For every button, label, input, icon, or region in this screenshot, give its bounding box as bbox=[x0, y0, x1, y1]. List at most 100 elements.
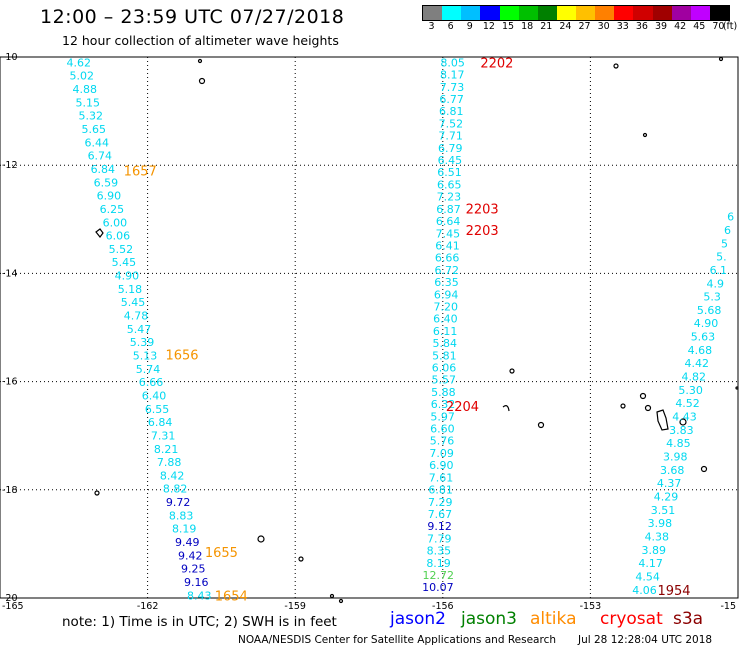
wave-height-label: 4.9 bbox=[706, 277, 724, 290]
wave-height-label: 9.25 bbox=[181, 563, 206, 576]
legend-swatch bbox=[461, 6, 481, 20]
longitude-tick-label: -153 bbox=[580, 601, 602, 612]
wave-height-label: 5.45 bbox=[121, 296, 146, 309]
island-shape bbox=[700, 465, 708, 473]
map-tick-labels: -165 -162 -159 -156 -153 -15 -10 -12 -14 -16 -18 -2… bbox=[2, 52, 736, 612]
wave-height-label: 6.90 bbox=[97, 190, 122, 203]
wave-height-label: 3.98 bbox=[648, 517, 673, 530]
island-outlines bbox=[94, 56, 739, 604]
wave-height-label: 6.00 bbox=[103, 216, 128, 229]
legend-swatch bbox=[690, 6, 710, 20]
wave-height-label: 3.89 bbox=[641, 544, 666, 557]
wave-height-label: 5.88 bbox=[431, 386, 456, 399]
wave-height-label: 4.54 bbox=[635, 571, 660, 584]
wave-height-label: 7.29 bbox=[428, 496, 453, 509]
wave-height-label: 5.68 bbox=[697, 304, 722, 317]
island-shape bbox=[718, 56, 724, 62]
wave-height-label: 7.09 bbox=[429, 447, 454, 460]
wave-height-label: 6.06 bbox=[432, 362, 457, 375]
track-b: 8.058.177.736.776.817.527.716.796.456.51… bbox=[422, 56, 465, 594]
wave-height-label: 9.49 bbox=[175, 536, 200, 549]
pass-time-label: 2204 bbox=[446, 400, 479, 415]
latitude-tick-label: -10 bbox=[2, 52, 18, 63]
longitude-tick-label: -159 bbox=[284, 601, 306, 612]
wave-height-label: 6.74 bbox=[88, 150, 113, 163]
wave-height-label: 4.38 bbox=[645, 531, 670, 544]
island-shape bbox=[679, 418, 687, 426]
island-shape bbox=[613, 63, 619, 69]
wave-height-label: 6.90 bbox=[429, 459, 454, 472]
wave-height-label: 7.67 bbox=[428, 508, 453, 521]
wave-height-label: 9.16 bbox=[184, 576, 209, 589]
wave-height-label: 6.84 bbox=[148, 416, 173, 429]
legend-label: 39 bbox=[655, 21, 668, 32]
wave-height-label: 7.61 bbox=[429, 471, 454, 484]
island-shape bbox=[338, 598, 344, 604]
island-shape bbox=[198, 77, 206, 85]
pass-time-label: 2202 bbox=[480, 56, 513, 71]
island-shape bbox=[509, 368, 515, 374]
wave-height-label: 5.45 bbox=[112, 256, 137, 269]
wave-height-label: 4.52 bbox=[675, 397, 700, 410]
wave-height-label: 5.02 bbox=[69, 70, 94, 83]
wave-height-label: 6.51 bbox=[437, 166, 462, 179]
satellite-label-jason3: jason3 bbox=[461, 609, 517, 629]
wave-height-label: 5.52 bbox=[109, 243, 134, 256]
chart-title: 12:00 – 23:59 UTC 07/27/2018 bbox=[40, 6, 345, 28]
legend-swatch bbox=[671, 6, 691, 20]
longitude-tick-label: -165 bbox=[2, 601, 24, 612]
wave-height-label: 4.82 bbox=[681, 371, 706, 384]
legend-label: 70 bbox=[712, 21, 725, 32]
wave-height-label: 7.73 bbox=[440, 81, 465, 94]
wave-height-label: 5.74 bbox=[136, 363, 161, 376]
wave-height-label: 7.31 bbox=[151, 429, 176, 442]
wave-height-label: 5.39 bbox=[130, 336, 155, 349]
wave-height-label: 6.66 bbox=[435, 252, 460, 265]
latitude-tick-label: -14 bbox=[2, 268, 18, 279]
wave-height-label: 6.81 bbox=[439, 105, 464, 118]
wave-height-label: 7.71 bbox=[438, 130, 463, 143]
wave-height-label: 4.88 bbox=[72, 83, 97, 96]
island-shape bbox=[537, 421, 545, 429]
pass-time-labels: 1657 1656 1655 1654 2202 2203 2203 2204 1954 bbox=[124, 56, 691, 604]
island-shape bbox=[257, 535, 265, 543]
wave-height-label: 5.97 bbox=[430, 410, 455, 423]
wave-height-label: 7.20 bbox=[434, 300, 459, 313]
latitude-tick-label: -12 bbox=[2, 160, 18, 171]
pass-time-label: 1654 bbox=[215, 589, 248, 604]
wave-height-label: 8.19 bbox=[172, 523, 197, 536]
pass-time-label: 1656 bbox=[165, 349, 198, 364]
wave-height-label: 5.65 bbox=[82, 123, 107, 136]
island-shape bbox=[735, 386, 739, 390]
wave-height-label: 6.45 bbox=[438, 154, 463, 167]
legend-label: 30 bbox=[597, 21, 610, 32]
legend-swatch bbox=[556, 6, 576, 20]
wave-height-label: 9.72 bbox=[166, 496, 191, 509]
wave-height-label: 6.32 bbox=[431, 398, 456, 411]
wave-height-label: 7.79 bbox=[427, 532, 452, 545]
wave-height-label: 7.88 bbox=[157, 456, 182, 469]
credit-line: NOAA/NESDIS Center for Satellite Applica… bbox=[238, 634, 556, 646]
wave-height-label: 6.40 bbox=[433, 313, 458, 326]
wave-height-label: 4.37 bbox=[657, 477, 682, 490]
wave-height-label: 7.23 bbox=[437, 191, 462, 204]
legend-label: 9 bbox=[466, 21, 473, 32]
legend-swatch bbox=[709, 6, 729, 20]
wave-height-label: 5.57 bbox=[431, 374, 456, 387]
wave-height-label: 4.85 bbox=[666, 437, 691, 450]
wave-height-label: 4.90 bbox=[115, 270, 140, 283]
legend-swatch bbox=[537, 6, 557, 20]
wave-height-label: 5.84 bbox=[432, 337, 457, 350]
wave-height-tracks: 4.625.024.885.155.325.656.446.746.846.59… bbox=[66, 56, 734, 602]
legend-swatch bbox=[652, 6, 672, 20]
wave-height-label: 4.29 bbox=[654, 491, 679, 504]
wave-height-label: 6.84 bbox=[91, 163, 116, 176]
color-scale-labels: 3 6 9 12 15 18 21 24 27 30 33 36 39 42 45 70 (ft) bbox=[422, 21, 740, 33]
wave-height-label: 6.66 bbox=[139, 376, 164, 389]
pass-time-label: 1657 bbox=[124, 165, 157, 180]
island-shape bbox=[197, 58, 203, 64]
wave-height-label: 8.82 bbox=[163, 483, 188, 496]
wave-height-label: 3.83 bbox=[669, 424, 694, 437]
wave-height-label: 6.59 bbox=[94, 176, 119, 189]
